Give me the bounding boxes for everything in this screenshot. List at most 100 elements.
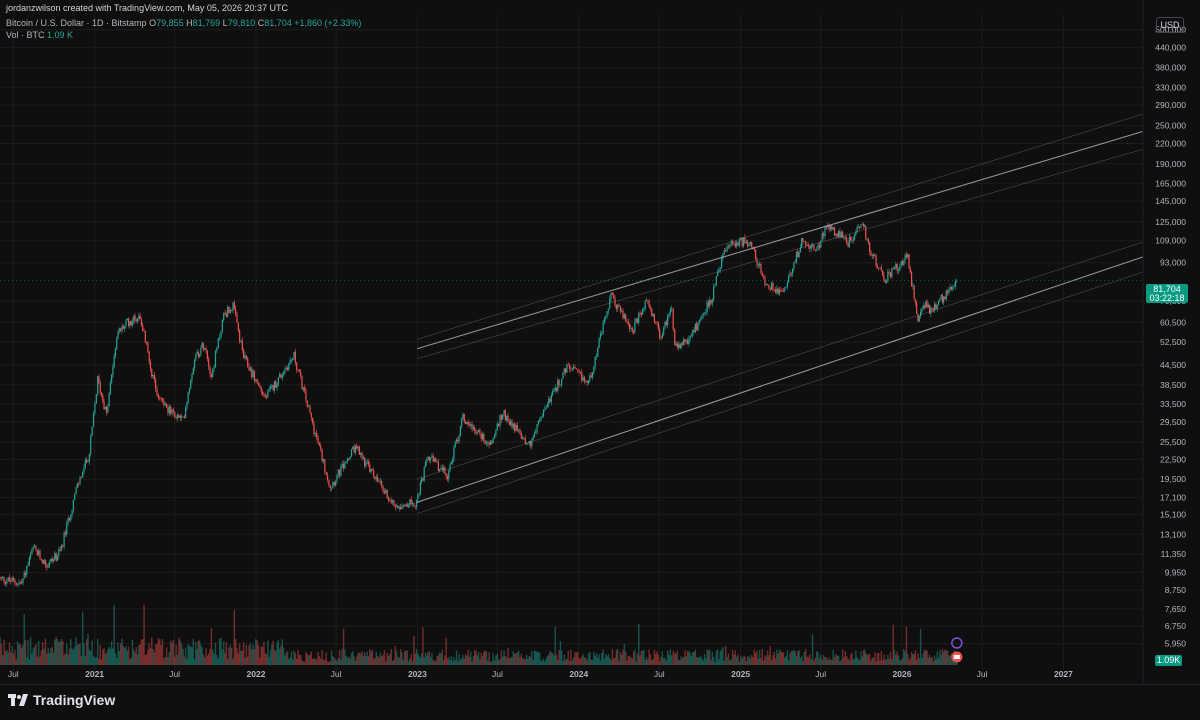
volume-bar	[103, 647, 105, 665]
candle-body	[943, 296, 945, 303]
candle-body	[387, 498, 390, 501]
volume-bar	[948, 654, 950, 665]
volume-bar	[760, 657, 762, 665]
volume-bar	[256, 640, 258, 665]
volume-bar	[458, 653, 460, 665]
volume-bar	[742, 656, 745, 665]
volume-bar	[648, 649, 650, 665]
candle-body	[445, 473, 447, 477]
candle-body	[776, 288, 778, 294]
volume-bar	[265, 654, 268, 665]
volume-bar	[64, 653, 67, 665]
volume-bar	[297, 650, 299, 665]
candle-body	[809, 246, 811, 249]
candle-body	[583, 377, 586, 382]
volume-bar	[133, 649, 135, 665]
candle-body	[284, 369, 286, 374]
volume-bar	[20, 647, 23, 665]
volume-bar	[208, 653, 210, 665]
candle-body	[479, 429, 481, 434]
candle-body	[159, 397, 161, 399]
volume-bar	[887, 654, 889, 665]
candle-body	[449, 464, 451, 471]
volume-bar	[730, 659, 732, 665]
volume-bar	[939, 649, 941, 665]
candle-body	[759, 263, 761, 265]
volume-bar	[546, 655, 549, 665]
volume-bar	[918, 658, 920, 665]
candle-body	[502, 414, 504, 420]
volume-bar	[738, 661, 741, 665]
volume-bar	[644, 660, 646, 665]
candle-body	[453, 447, 455, 460]
symbol-legend[interactable]: Bitcoin / U.S. Dollar · 1D · Bitstamp O7…	[6, 18, 361, 28]
volume-bar	[867, 654, 870, 665]
volume-bar	[870, 660, 872, 665]
candle-body	[187, 392, 189, 403]
x-tick-label: 2023	[408, 669, 427, 679]
candle-body	[545, 407, 547, 409]
volume-bar	[516, 652, 519, 665]
candle-body	[157, 394, 159, 398]
tradingview-logo[interactable]: TradingView	[8, 692, 115, 708]
candle-body	[615, 305, 617, 309]
candle-body	[711, 299, 713, 304]
candle-body	[765, 284, 767, 286]
volume-bar	[610, 660, 612, 665]
volume-bar	[143, 605, 145, 665]
volume-bar	[401, 652, 403, 665]
volume-bar	[71, 648, 73, 665]
volume-bar	[42, 642, 44, 665]
x-tick-label: Jul	[331, 669, 342, 679]
candle-body	[803, 241, 805, 243]
candle-body	[331, 487, 333, 489]
volume-bar	[98, 659, 100, 665]
candle-body	[829, 225, 832, 230]
volume-bar	[19, 644, 22, 665]
volume-bar	[361, 651, 363, 665]
candle-body	[539, 420, 541, 422]
volume-bar	[12, 653, 15, 665]
candle-body	[546, 404, 549, 408]
volume-bar	[641, 650, 644, 665]
volume-bar	[462, 654, 464, 665]
bar-countdown: 03:22:18	[1149, 293, 1185, 303]
candle-body	[223, 312, 225, 320]
volume-bar	[693, 651, 695, 665]
volume-legend[interactable]: Vol · BTC 1.09 K	[6, 30, 73, 40]
volume-bar	[107, 649, 109, 665]
volume-bar	[549, 650, 551, 665]
volume-bar	[324, 659, 326, 665]
volume-bar	[660, 657, 662, 665]
candle-body	[575, 368, 577, 370]
volume-bar	[740, 655, 742, 665]
volume-bar	[774, 658, 777, 665]
candle-body	[516, 425, 518, 431]
candle-body	[374, 476, 376, 480]
candle-body	[512, 423, 514, 428]
volume-bar	[390, 649, 392, 665]
candle-body	[526, 443, 528, 445]
volume-bar	[153, 652, 156, 665]
volume-bar	[276, 642, 278, 665]
volume-bar	[305, 652, 307, 665]
volume-bar	[811, 634, 814, 665]
volume-bar	[228, 647, 230, 665]
volume-bar	[344, 649, 346, 665]
candle-body	[574, 366, 576, 369]
volume-bar	[261, 646, 264, 665]
candle-body	[904, 254, 906, 261]
candle-body	[842, 232, 844, 238]
candle-body	[168, 406, 170, 414]
candle-body	[18, 582, 20, 585]
candle-body	[51, 558, 53, 562]
volume-bar	[295, 658, 298, 665]
volume-bar	[120, 643, 122, 665]
volume-bar	[802, 661, 804, 665]
channel-lines	[416, 113, 1144, 514]
currency-button[interactable]: USD	[1156, 17, 1184, 33]
candle-body	[463, 413, 465, 422]
candle-body	[78, 483, 80, 485]
candle-body	[717, 272, 719, 276]
